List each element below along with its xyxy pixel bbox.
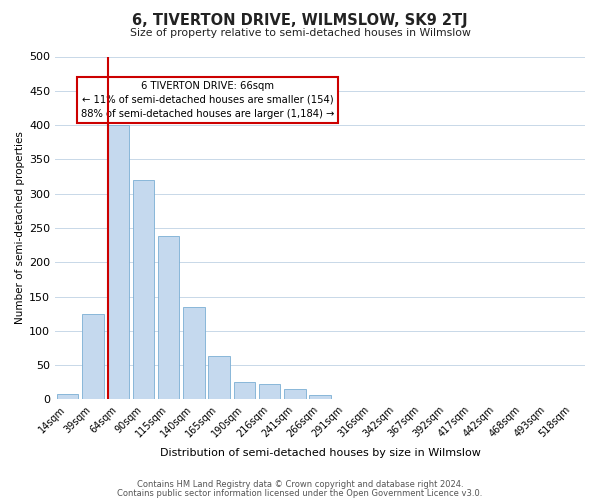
Bar <box>82 314 104 400</box>
Text: Contains HM Land Registry data © Crown copyright and database right 2024.: Contains HM Land Registry data © Crown c… <box>137 480 463 489</box>
Bar <box>233 382 255 400</box>
Bar <box>259 384 280 400</box>
Bar <box>284 388 305 400</box>
Bar <box>335 399 356 400</box>
Text: Size of property relative to semi-detached houses in Wilmslow: Size of property relative to semi-detach… <box>130 28 470 38</box>
Text: 6 TIVERTON DRIVE: 66sqm
← 11% of semi-detached houses are smaller (154)
88% of s: 6 TIVERTON DRIVE: 66sqm ← 11% of semi-de… <box>81 80 334 118</box>
Bar <box>310 396 331 400</box>
Y-axis label: Number of semi-detached properties: Number of semi-detached properties <box>15 132 25 324</box>
Bar <box>133 180 154 400</box>
Bar <box>208 356 230 400</box>
Bar <box>57 394 79 400</box>
Text: Contains public sector information licensed under the Open Government Licence v3: Contains public sector information licen… <box>118 488 482 498</box>
Bar <box>158 236 179 400</box>
Bar <box>183 307 205 400</box>
Text: 6, TIVERTON DRIVE, WILMSLOW, SK9 2TJ: 6, TIVERTON DRIVE, WILMSLOW, SK9 2TJ <box>132 12 468 28</box>
Bar <box>107 125 129 400</box>
X-axis label: Distribution of semi-detached houses by size in Wilmslow: Distribution of semi-detached houses by … <box>160 448 481 458</box>
